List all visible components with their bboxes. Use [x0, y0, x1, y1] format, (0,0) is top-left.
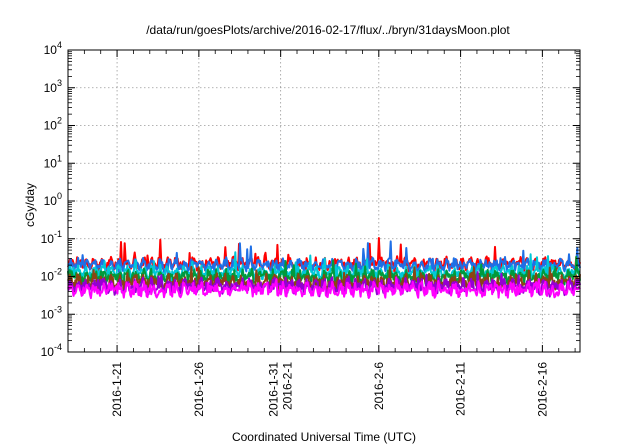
y-axis-label: cGy/day [23, 183, 37, 227]
x-tick-label: 2016-1-26 [192, 362, 206, 417]
x-axis-label: Coordinated Universal Time (UTC) [232, 430, 416, 444]
x-tick-label: 2016-2-16 [535, 362, 549, 417]
y-tick-labels: 10-4 10-3 10-2 10-1 100 101 102 103 104 [41, 40, 62, 359]
x-tick-label: 2016-2-1 [281, 362, 295, 410]
y-tick-label: 10-1 [41, 229, 62, 246]
y-tick-label: 102 [44, 116, 62, 133]
x-tick-label: 2016-2-11 [454, 362, 468, 416]
y-tick-label: 104 [44, 40, 62, 57]
y-tick-label: 10-4 [41, 342, 62, 359]
chart-title: /data/run/goesPlots/archive/2016-02-17/f… [146, 23, 510, 37]
grid-lines [68, 50, 580, 352]
series-layer [67, 237, 581, 300]
y-tick-label: 10-2 [41, 267, 62, 284]
y-tick-label: 103 [44, 78, 62, 95]
series-magenta [67, 276, 581, 300]
plot-border [67, 49, 581, 353]
y-tick-label: 10-3 [41, 304, 62, 321]
x-tick-labels: 2016-1-21 2016-1-26 2016-1-31 2016-2-1 2016-… [110, 362, 549, 417]
x-tick-label: 2016-1-21 [110, 362, 124, 417]
x-tick-label: 2016-1-31 [267, 362, 281, 417]
series-cyan [67, 251, 581, 286]
y-tick-label: 101 [44, 153, 62, 170]
y-tick-label: 100 [44, 191, 62, 208]
x-tick-label: 2016-2-6 [372, 362, 386, 410]
